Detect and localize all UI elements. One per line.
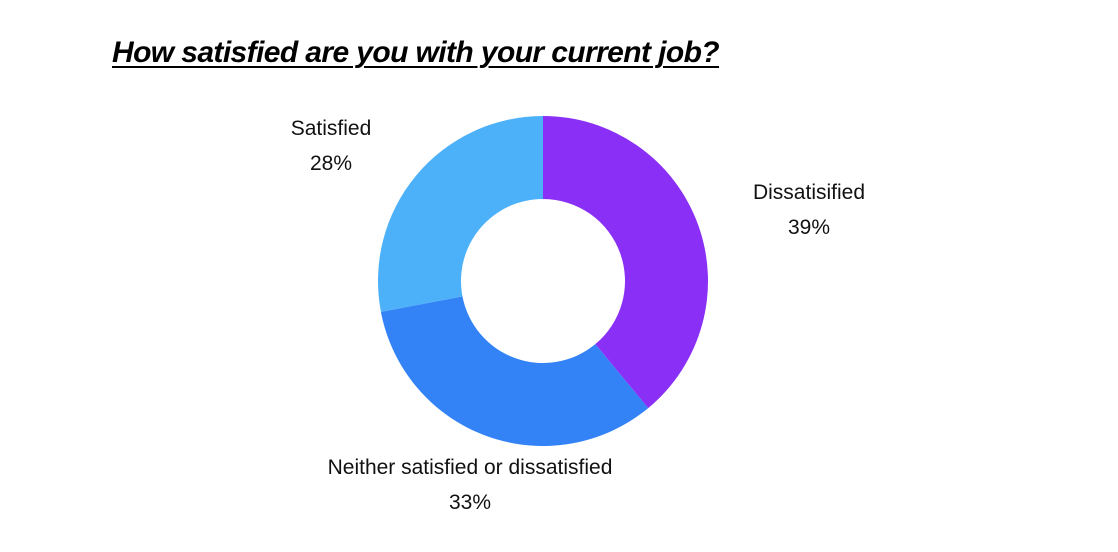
- slice-label: Neither satisfied or dissatisfied: [328, 456, 613, 479]
- slice-value-label: 39%: [788, 216, 830, 239]
- slice-value-label: 33%: [449, 491, 491, 514]
- donut-slices: [377, 115, 708, 446]
- donut-slice: [377, 115, 543, 312]
- slice-label: Dissatisified: [753, 181, 865, 204]
- slice-value-label: 28%: [310, 152, 352, 175]
- donut-slice: [380, 296, 649, 446]
- slice-labels: Dissatisified 39% Neither satisfied or dis…: [291, 117, 865, 514]
- chart-title: How satisfied are you with your current …: [112, 36, 720, 69]
- slice-label: Satisfied: [291, 117, 372, 140]
- donut-slice: [543, 116, 708, 409]
